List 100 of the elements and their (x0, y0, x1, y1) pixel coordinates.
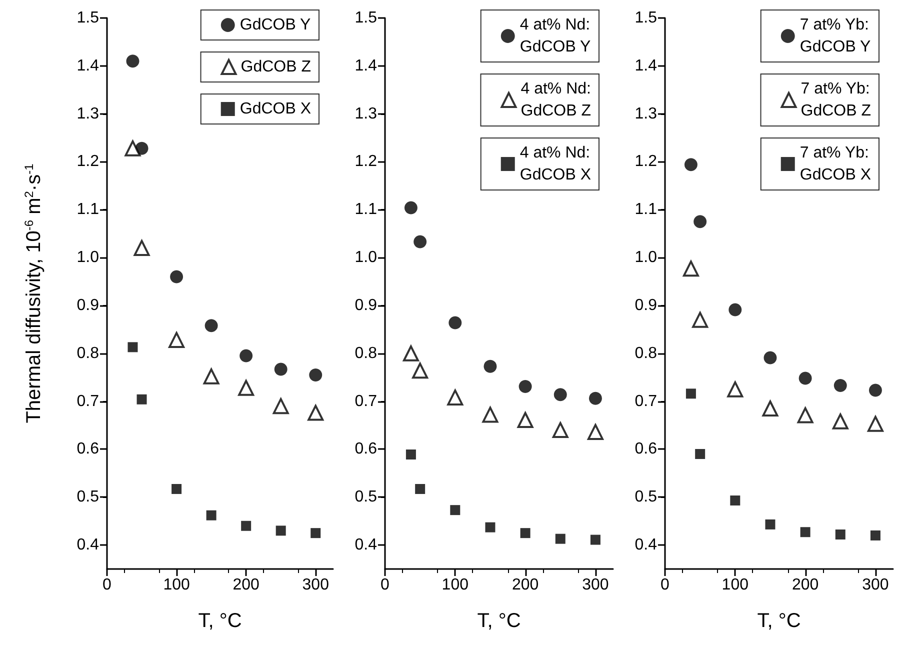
x-tick-label: 200 (512, 576, 539, 594)
point (450, 505, 460, 516)
x-tick-label: 300 (862, 576, 889, 594)
point (588, 392, 602, 405)
y-tick-label: 0.7 (354, 392, 378, 410)
legend-label: 4 at% Nd: GdCOB Z (520, 80, 592, 120)
y-tick-label: 1.5 (354, 10, 378, 26)
point (274, 362, 288, 376)
y-tick-label: 0.9 (354, 296, 378, 314)
y-tick-label: 0.7 (76, 392, 100, 410)
point (484, 360, 497, 373)
y-tick-label: 1.4 (76, 57, 100, 74)
y-tick-label: 0.6 (354, 440, 378, 458)
legend-label: 4 at% Nd: GdCOB Y (520, 16, 592, 56)
point (554, 388, 567, 402)
legend-label: 7 at% Yb: GdCOB Z (800, 80, 872, 120)
point (240, 349, 253, 362)
y-tick-label: 1.2 (354, 153, 378, 170)
y-tick-label: 1.1 (76, 201, 100, 218)
point (694, 215, 707, 228)
y-tick-label: 1.3 (76, 105, 100, 122)
y-tick-label: 1.0 (76, 249, 100, 266)
point (136, 394, 147, 404)
point (126, 54, 140, 68)
y-axis-title: Thermal diffusivity, 10-6 m2·s-1 (22, 163, 45, 424)
point (762, 400, 778, 416)
y-tick-label: 1.0 (634, 249, 658, 266)
x-tick-label: 300 (582, 576, 609, 594)
point (867, 416, 884, 432)
y-tick-label: 0.8 (354, 344, 378, 362)
point (798, 372, 812, 385)
point (412, 362, 428, 379)
point (204, 319, 218, 332)
point (797, 407, 814, 424)
y-tick-label: 0.7 (634, 392, 658, 410)
point (764, 351, 777, 364)
y-tick-label: 1.5 (76, 10, 100, 26)
point (414, 235, 427, 248)
point (308, 404, 324, 421)
point (832, 413, 848, 430)
point (686, 388, 696, 399)
y-tick-label: 0.5 (76, 488, 100, 506)
point (276, 526, 286, 536)
y-tick-label: 1.2 (76, 153, 100, 170)
y-tick-label: 0.6 (76, 440, 100, 458)
point (170, 270, 184, 284)
y-tick-label: 1.4 (354, 57, 378, 74)
y-tick-label: 1.0 (354, 249, 378, 266)
y-tick-label: 0.5 (354, 488, 378, 506)
x-tick-label: 100 (163, 576, 190, 594)
y-tick-label: 1.5 (634, 10, 658, 26)
point (682, 260, 699, 277)
point (517, 412, 534, 428)
point (587, 424, 604, 440)
point (800, 527, 810, 538)
point (168, 332, 185, 348)
point (309, 368, 322, 382)
y-tick-label: 1.2 (634, 153, 658, 170)
point (124, 140, 141, 156)
point (695, 449, 706, 460)
point (730, 495, 740, 506)
point (406, 449, 416, 460)
x-tick-label: 0 (380, 576, 390, 594)
point (834, 378, 847, 392)
y-tick-label: 1.1 (634, 201, 658, 218)
point (835, 530, 846, 540)
point (238, 380, 254, 396)
point (518, 380, 532, 393)
point (404, 201, 418, 214)
y-tick-label: 1.3 (634, 105, 658, 122)
y-tick-label: 0.8 (634, 344, 658, 362)
point (870, 530, 880, 540)
point (765, 519, 776, 530)
x-axis-title: T, °C (757, 610, 801, 632)
legend-label: 7 at% Yb: GdCOB Y (800, 16, 872, 56)
point (448, 316, 462, 330)
point (727, 381, 744, 398)
y-tick-label: 0.4 (76, 536, 100, 554)
point (402, 345, 419, 362)
point (415, 484, 426, 494)
y-tick-label: 1.4 (634, 57, 658, 74)
x-tick-label: 300 (302, 576, 330, 594)
point (272, 398, 289, 414)
y-tick-label: 1.3 (354, 105, 378, 122)
point (868, 384, 882, 397)
point (552, 422, 568, 438)
point (310, 528, 321, 538)
y-tick-label: 0.4 (634, 536, 658, 554)
point (128, 342, 138, 352)
legend-label: GdCOB Y (240, 16, 312, 34)
point (590, 534, 600, 545)
point (555, 534, 566, 544)
y-tick-label: 0.8 (76, 344, 100, 362)
x-tick-label: 200 (792, 576, 819, 594)
point (206, 510, 216, 520)
point (520, 528, 530, 538)
x-axis-title: T, °C (477, 610, 521, 632)
point (447, 389, 464, 406)
point (134, 240, 150, 256)
y-tick-label: 1.1 (354, 201, 378, 218)
